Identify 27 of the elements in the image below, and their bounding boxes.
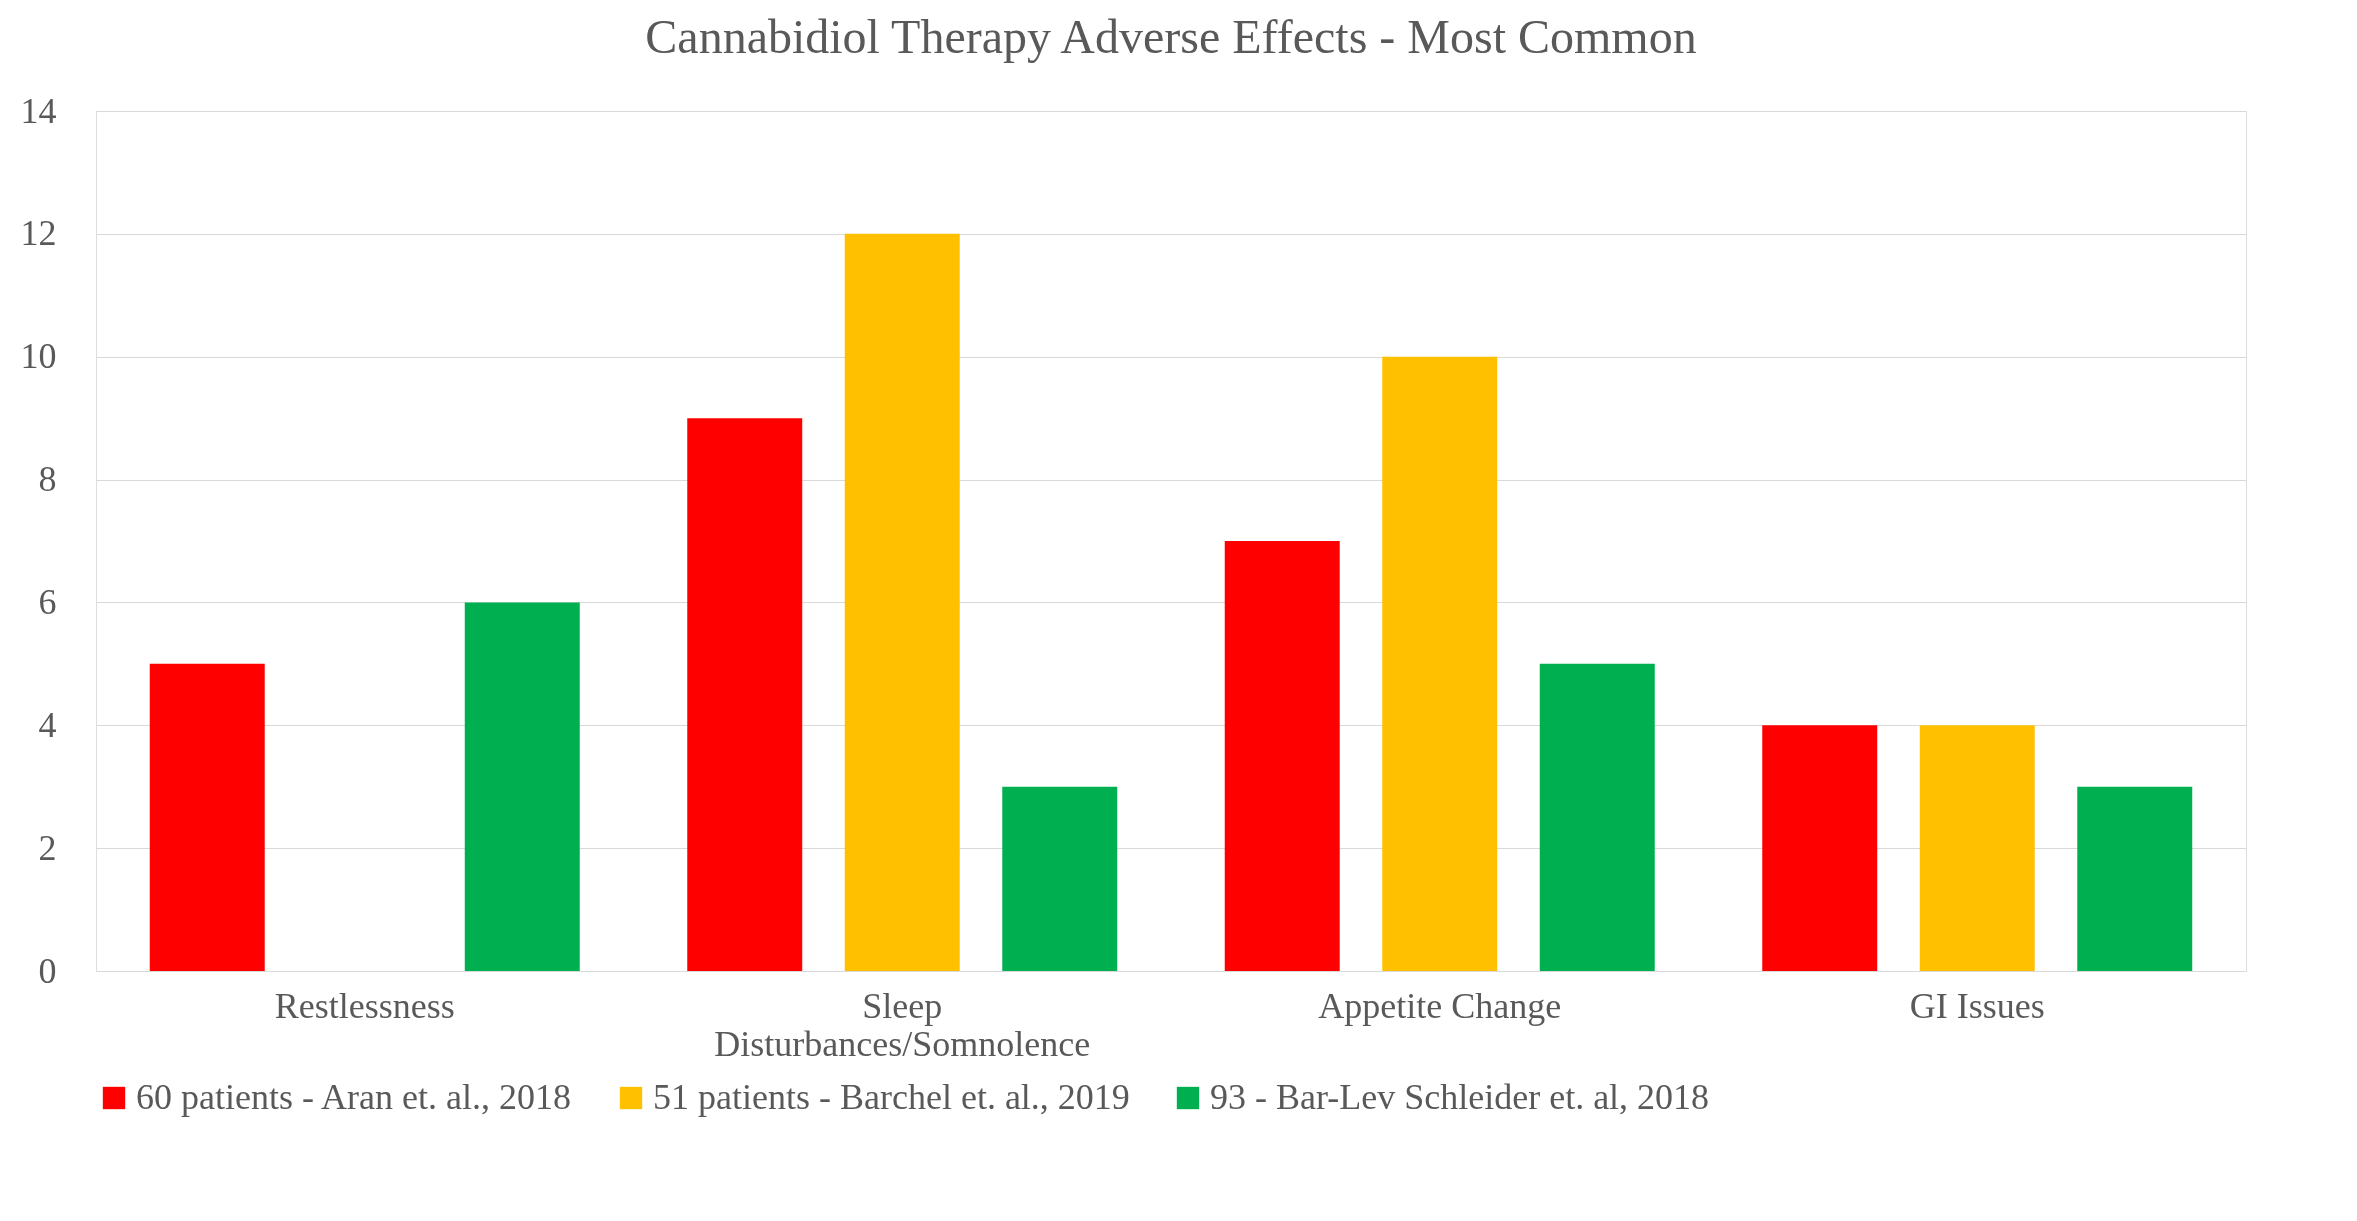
y-tick-label: 14 bbox=[20, 90, 57, 131]
bar bbox=[464, 602, 580, 971]
bar bbox=[1539, 663, 1655, 971]
y-tick-label: 6 bbox=[38, 581, 57, 622]
bar bbox=[149, 663, 265, 971]
bar bbox=[1002, 786, 1118, 971]
bar bbox=[844, 233, 960, 971]
x-tick-label: Sleep Disturbances/Somnolence bbox=[714, 985, 1091, 1064]
chart-title: Cannabidiol Therapy Adverse Effects - Most Common bbox=[645, 10, 1697, 63]
y-tick-label: 2 bbox=[38, 827, 57, 868]
legend-label: 93 - Bar-Lev Schleider et. al, 2018 bbox=[1210, 1077, 1710, 1117]
bar bbox=[687, 418, 803, 971]
x-tick-label: Restlessness bbox=[274, 985, 455, 1026]
y-tick-label: 0 bbox=[38, 950, 57, 991]
y-tick-label: 8 bbox=[38, 459, 57, 500]
legend-label: 51 patients - Barchel et. al., 2019 bbox=[653, 1077, 1130, 1117]
x-tick-label: Appetite Change bbox=[1318, 985, 1562, 1026]
y-tick-label: 10 bbox=[20, 336, 57, 377]
bar bbox=[2077, 786, 2193, 971]
legend-label: 60 patients - Aran et. al., 2018 bbox=[136, 1077, 571, 1117]
bar bbox=[1382, 356, 1498, 971]
bar bbox=[1224, 541, 1340, 971]
y-tick-label: 12 bbox=[20, 213, 57, 254]
x-tick-label: GI Issues bbox=[1909, 985, 2045, 1026]
bar bbox=[1762, 725, 1878, 971]
bar bbox=[1919, 725, 2035, 971]
y-tick-label: 4 bbox=[38, 704, 57, 745]
